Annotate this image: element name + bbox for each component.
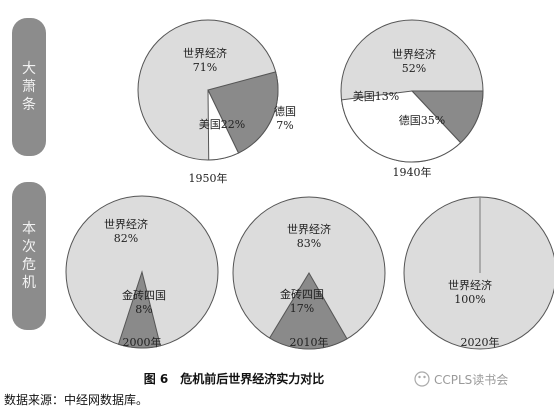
pie-label-name: 世界经济 (392, 47, 436, 61)
pie-label-value: 71% (193, 61, 217, 74)
pie-slice-2 (341, 90, 462, 163)
pie-label-name: 世界经济 (104, 217, 148, 231)
pie-label-name: 金砖四国 (122, 288, 166, 302)
pie-year-label: 2020年 (461, 335, 500, 349)
pie-label-value: 83% (297, 237, 321, 250)
row-label-crisis-text: 本次危机 (22, 221, 36, 291)
pie-year-label: 1940年 (393, 165, 432, 179)
row-label-crisis: 本次危机 (12, 182, 46, 330)
figure-caption: 图 6 危机前后世界经济实力对比 (144, 371, 325, 386)
pie-label-value: 17% (290, 302, 314, 315)
pie-slice-1 (268, 272, 348, 350)
watermark-icon (414, 371, 430, 387)
pie-label: 德国35% (399, 113, 445, 127)
pie-label-value: 52% (402, 62, 426, 75)
pie-slice-1 (117, 270, 161, 349)
pie-label-name: 金砖四国 (280, 287, 324, 301)
pie-year-label: 1950年 (189, 171, 228, 185)
watermark-icon-eye-right (423, 375, 426, 379)
pie-slice-1 (207, 71, 279, 154)
watermark-text: CCPLS读书会 (434, 373, 508, 387)
pie-label-name: 世界经济 (448, 278, 492, 292)
data-source: 数据来源：中经网数据库。 (4, 392, 148, 407)
pie-label-value: 82% (114, 232, 138, 245)
pie-label-name: 德国 (274, 104, 296, 118)
pie-slice-2 (207, 89, 240, 161)
row-label-crisis-box (12, 182, 46, 330)
row-label-depression-text: 大萧条 (22, 61, 36, 113)
pie-label: 美国13% (353, 90, 399, 103)
pie-label: 美国22% (199, 118, 245, 131)
pie-year-label: 2010年 (290, 335, 329, 349)
pie-slice-world (403, 196, 554, 350)
pie-label-name: 世界经济 (183, 46, 227, 60)
pie-slice-1 (410, 90, 484, 144)
pie-label-value: 8% (135, 303, 152, 316)
row-label-depression-box (12, 18, 46, 156)
watermark: CCPLS读书会 (414, 371, 508, 387)
pie-year-label: 2000年 (123, 335, 162, 349)
watermark-icon-eye-left (418, 375, 421, 379)
pie-label-value: 7% (276, 119, 293, 132)
pie-label-name: 世界经济 (287, 222, 331, 236)
pie-label-value: 100% (454, 293, 485, 306)
row-label-depression: 大萧条 (12, 18, 46, 156)
